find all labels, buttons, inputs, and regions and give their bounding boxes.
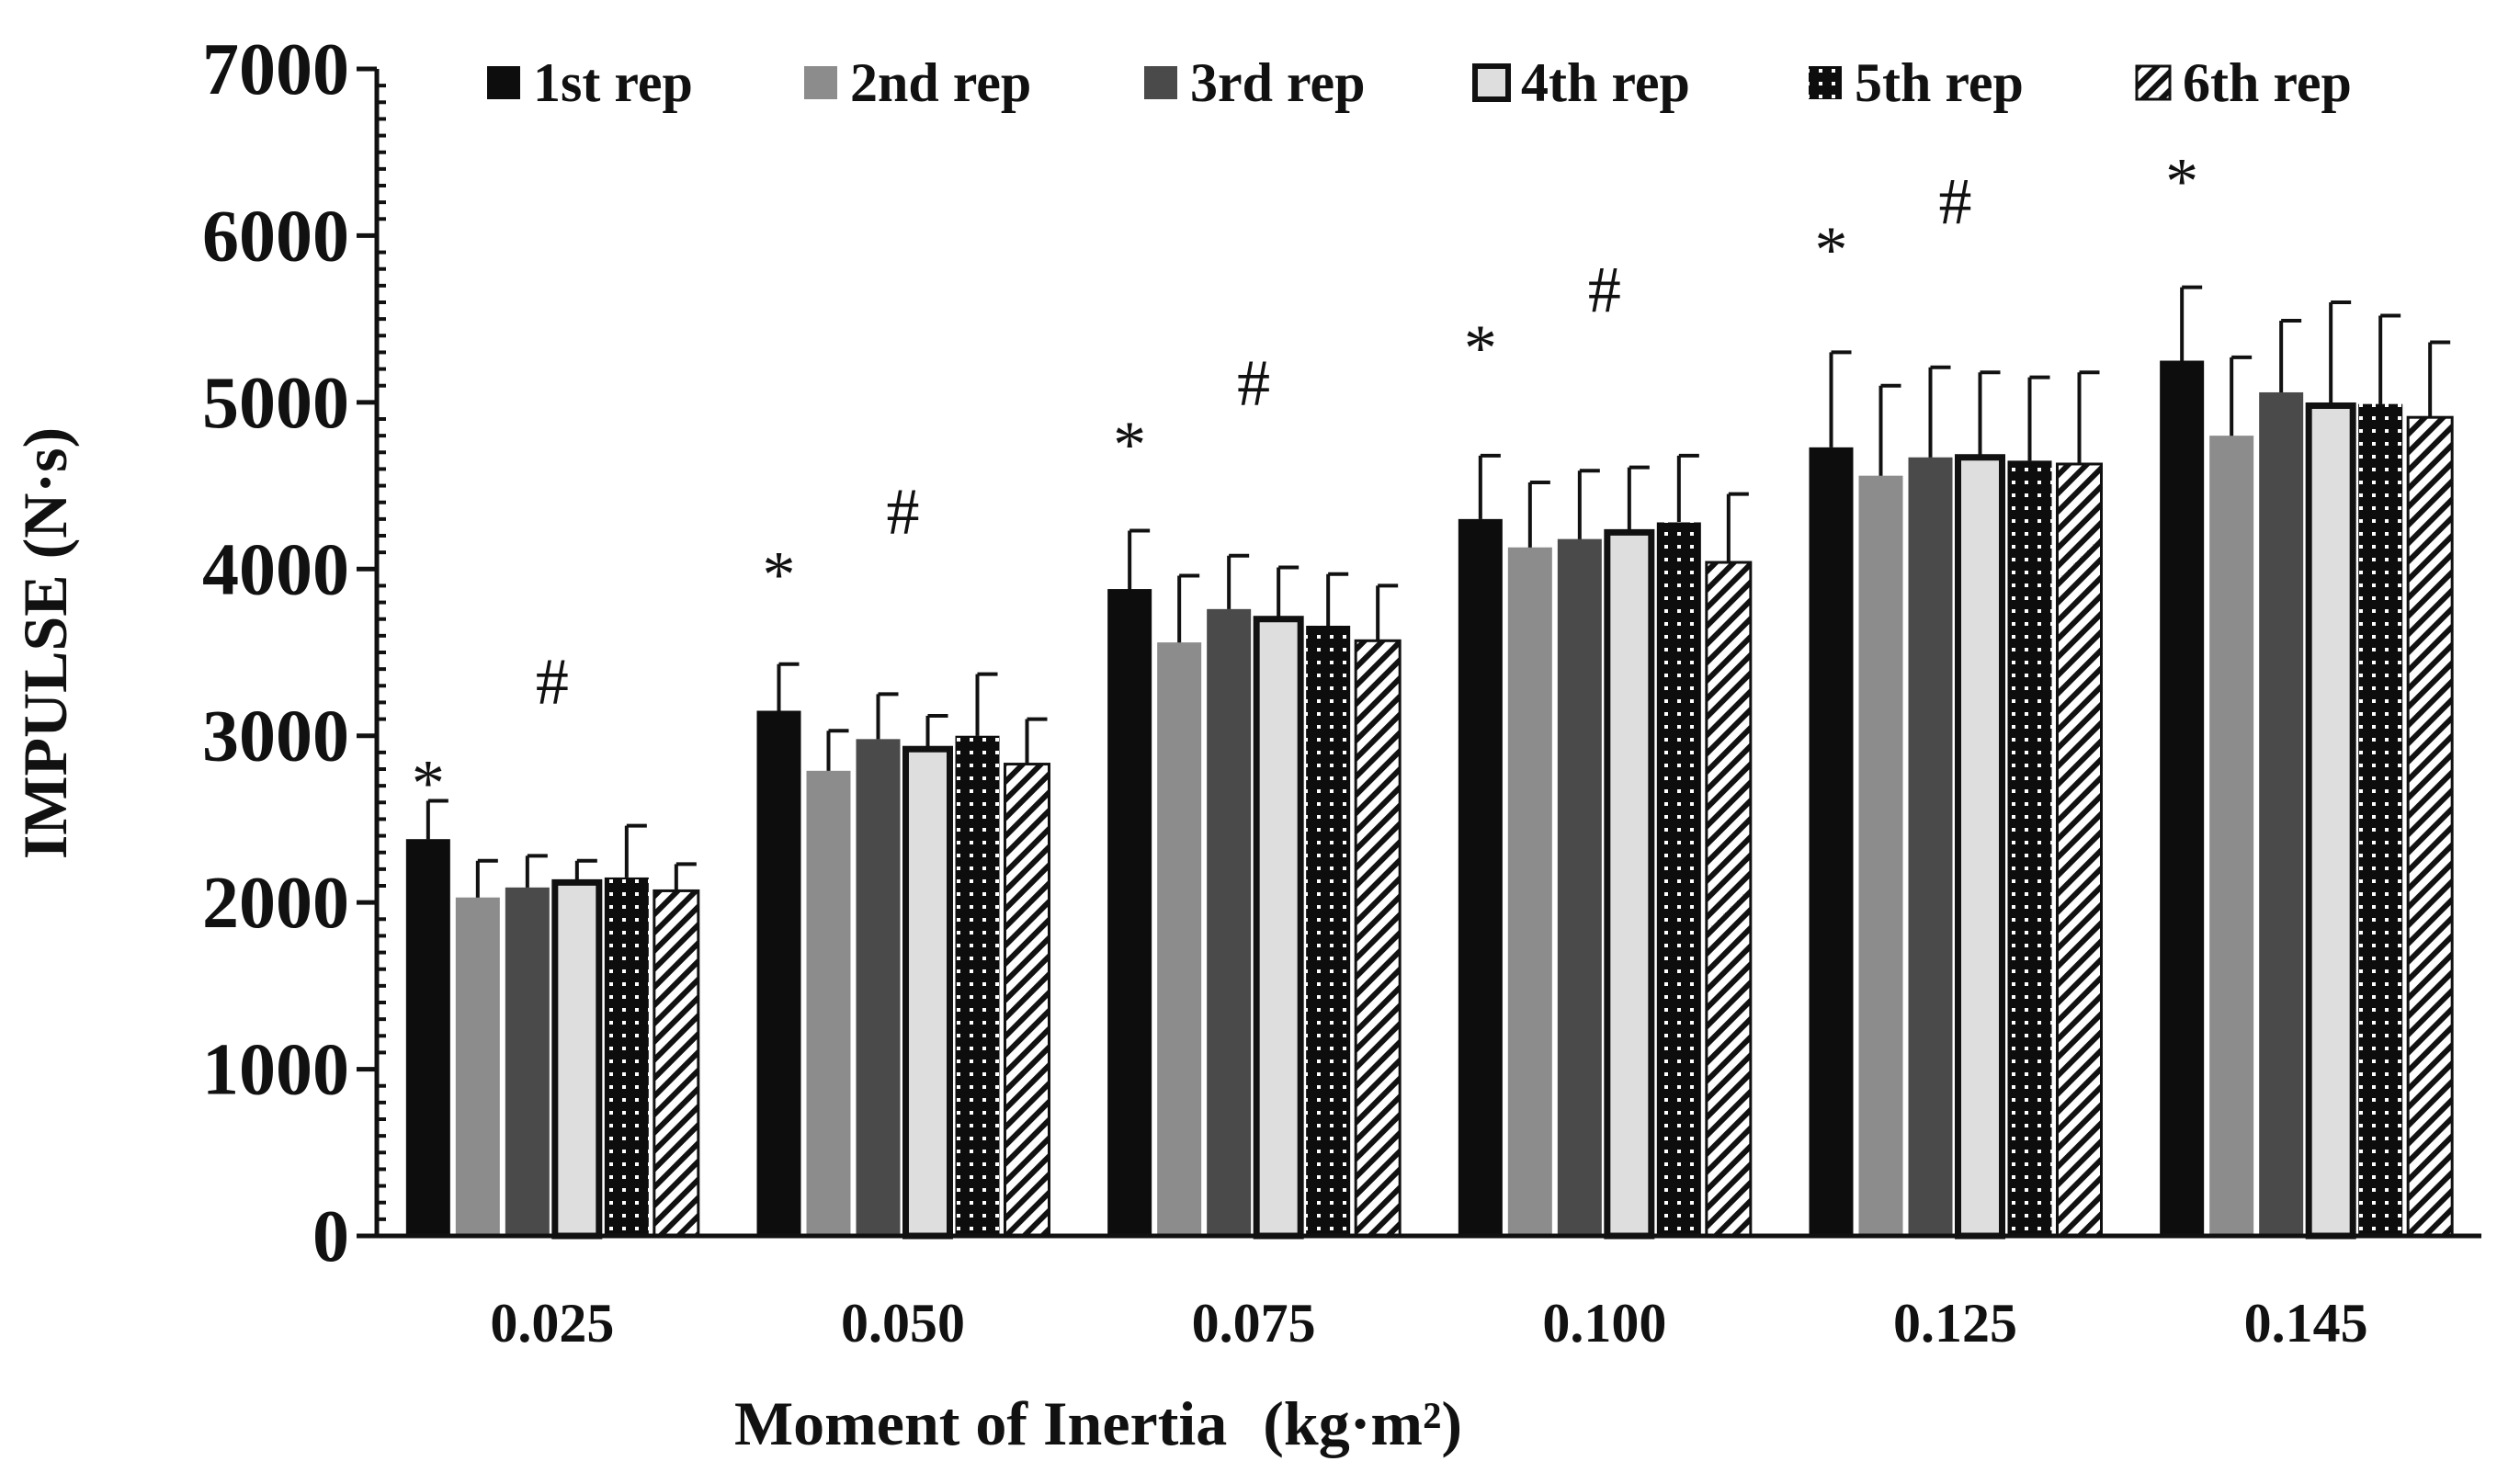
bar xyxy=(1306,625,1351,1236)
legend-entry: 6th rep xyxy=(2135,52,2352,113)
bar xyxy=(604,877,649,1236)
legend-label: 2nd rep xyxy=(850,52,1031,113)
legend-swatch xyxy=(1472,63,1511,102)
bar xyxy=(1253,616,1304,1240)
significance-hash: # xyxy=(1237,346,1270,420)
bar xyxy=(1858,475,1903,1236)
bar xyxy=(551,878,603,1240)
legend-entry: 5th rep xyxy=(1809,52,2024,113)
x-tick-label: 0.050 xyxy=(841,1293,965,1354)
bar xyxy=(1458,518,1503,1236)
bar xyxy=(856,739,901,1236)
legend-label: 1st rep xyxy=(533,52,693,113)
y-axis: 0 1000 2000 3000 4000 5000 6000 7000 xyxy=(202,29,386,1277)
legend-swatch xyxy=(804,66,837,99)
y-tick-label: 3000 xyxy=(202,697,349,777)
legend-label: 4th rep xyxy=(1521,52,1690,113)
legend-entry: 2nd rep xyxy=(804,52,1031,113)
bar xyxy=(955,735,1000,1236)
significance-hash: # xyxy=(1588,253,1621,326)
legend-entry: 3rd rep xyxy=(1144,52,1366,113)
bar xyxy=(1604,528,1655,1240)
bar xyxy=(902,745,953,1240)
bar xyxy=(2406,415,2454,1238)
significance-asterisk: * xyxy=(412,747,445,821)
significance-hash: # xyxy=(1939,164,1972,238)
bar xyxy=(1705,561,1753,1238)
x-axis-title-label: Moment of Inertia xyxy=(734,1388,1227,1458)
bar xyxy=(1107,589,1152,1236)
bar xyxy=(1207,608,1252,1236)
bar xyxy=(2305,402,2356,1240)
significance-asterisk: * xyxy=(2165,145,2198,219)
y-tick-label: 2000 xyxy=(202,863,349,944)
x-tick-label: 0.075 xyxy=(1192,1293,1316,1354)
x-tick-label: 0.025 xyxy=(490,1293,614,1354)
bar xyxy=(505,887,550,1236)
legend-entry: 4th rep xyxy=(1472,52,1690,113)
bar xyxy=(2259,391,2304,1236)
x-axis-title: Moment of Inertia (kg·m²) xyxy=(734,1388,1462,1458)
significance-hash: # xyxy=(887,475,920,549)
x-axis-title-unit: (kg·m²) xyxy=(1263,1388,1462,1458)
bar xyxy=(1557,538,1602,1236)
x-tick-label: 0.125 xyxy=(1893,1293,2017,1354)
bar-series-group xyxy=(405,285,2454,1240)
legend-entry: 1st rep xyxy=(487,52,693,113)
legend-swatch xyxy=(487,66,520,99)
y-tick-label: 6000 xyxy=(202,196,349,277)
bar xyxy=(806,770,851,1236)
legend-label: 3rd rep xyxy=(1190,52,1366,113)
bar xyxy=(2358,403,2403,1237)
legend-label: 5th rep xyxy=(1855,52,2024,113)
x-tick-label: 0.145 xyxy=(2244,1293,2368,1354)
y-tick-label: 7000 xyxy=(202,29,349,110)
significance-asterisk: * xyxy=(1113,408,1146,481)
bar xyxy=(1908,457,1953,1236)
bar xyxy=(1157,642,1202,1236)
significance-asterisk: * xyxy=(1464,312,1497,385)
legend-label: 6th rep xyxy=(2183,52,2352,113)
y-tick-label: 0 xyxy=(312,1196,349,1277)
y-tick-label: 4000 xyxy=(202,529,349,610)
bar xyxy=(756,710,801,1236)
bar xyxy=(1004,763,1050,1238)
significance-annotations: * # * # * # * # * # * xyxy=(412,145,2198,821)
bar xyxy=(1354,639,1402,1238)
bar xyxy=(405,839,450,1236)
bar xyxy=(1507,547,1552,1236)
legend: 1st rep 2nd rep 3rd rep 4th rep 5th rep 6th r… xyxy=(487,52,2352,113)
bar xyxy=(2160,360,2205,1236)
legend-swatch xyxy=(1809,66,1842,99)
y-tick-label: 5000 xyxy=(202,363,349,444)
y-tick-label: 1000 xyxy=(202,1030,349,1111)
bar xyxy=(2209,436,2254,1237)
significance-asterisk: * xyxy=(1815,213,1848,287)
bar xyxy=(2007,460,2052,1236)
bar xyxy=(2056,462,2103,1238)
y-axis-title: IMPULSE (N·s) xyxy=(10,427,80,859)
x-tick-label: 0.100 xyxy=(1542,1293,1666,1354)
bar xyxy=(1656,522,1701,1236)
bar xyxy=(1809,447,1854,1236)
bar xyxy=(653,889,700,1238)
significance-asterisk: * xyxy=(763,538,796,612)
significance-hash: # xyxy=(536,645,569,719)
bar xyxy=(1955,454,2005,1240)
bar xyxy=(455,897,500,1236)
x-axis: 0.025 0.050 0.075 0.100 0.125 0.145 xyxy=(357,1233,2481,1354)
legend-swatch xyxy=(2135,64,2172,101)
legend-swatch xyxy=(1144,66,1177,99)
